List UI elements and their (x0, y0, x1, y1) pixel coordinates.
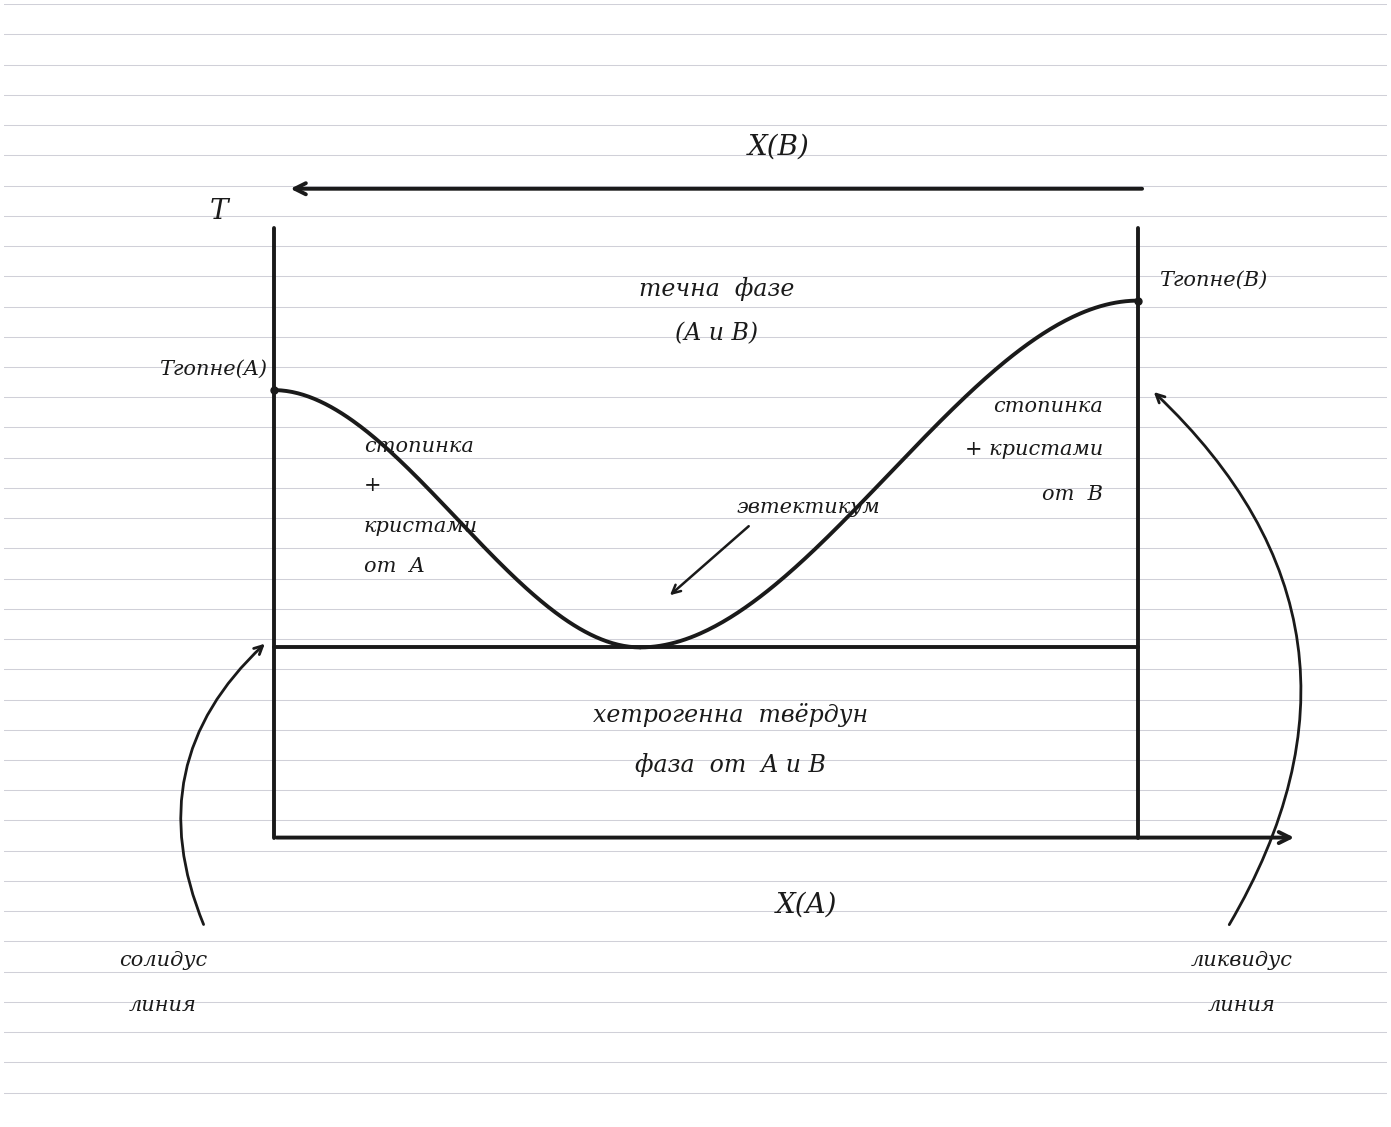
Text: T: T (209, 197, 228, 224)
Text: (A и B): (A и B) (675, 322, 758, 346)
Text: эвтектикум: эвтектикум (737, 498, 881, 517)
Text: кристами: кристами (363, 517, 477, 536)
Text: X(B): X(B) (747, 134, 810, 161)
Text: + кристами: + кристами (965, 440, 1103, 459)
Text: ликвидус: ликвидус (1191, 951, 1292, 970)
Text: от  B: от B (1042, 485, 1103, 504)
Text: Tгопне(B): Tгопне(B) (1159, 270, 1267, 290)
Text: стопинка: стопинка (993, 398, 1103, 416)
Text: линия: линия (1207, 996, 1276, 1015)
Text: течна  фазе: течна фазе (638, 277, 794, 301)
Text: Tгопне(A): Tгопне(A) (159, 360, 267, 379)
Text: от  A: от A (363, 558, 424, 576)
Text: стопинка: стопинка (363, 436, 473, 455)
Text: фаза  от  A и B: фаза от A и B (634, 753, 825, 777)
Text: X(A): X(A) (775, 891, 837, 919)
Text: линия: линия (129, 996, 198, 1015)
Text: хетрогенна  твёрдун: хетрогенна твёрдун (593, 702, 868, 727)
Text: +: + (363, 476, 381, 495)
Text: солидус: солидус (120, 951, 207, 970)
